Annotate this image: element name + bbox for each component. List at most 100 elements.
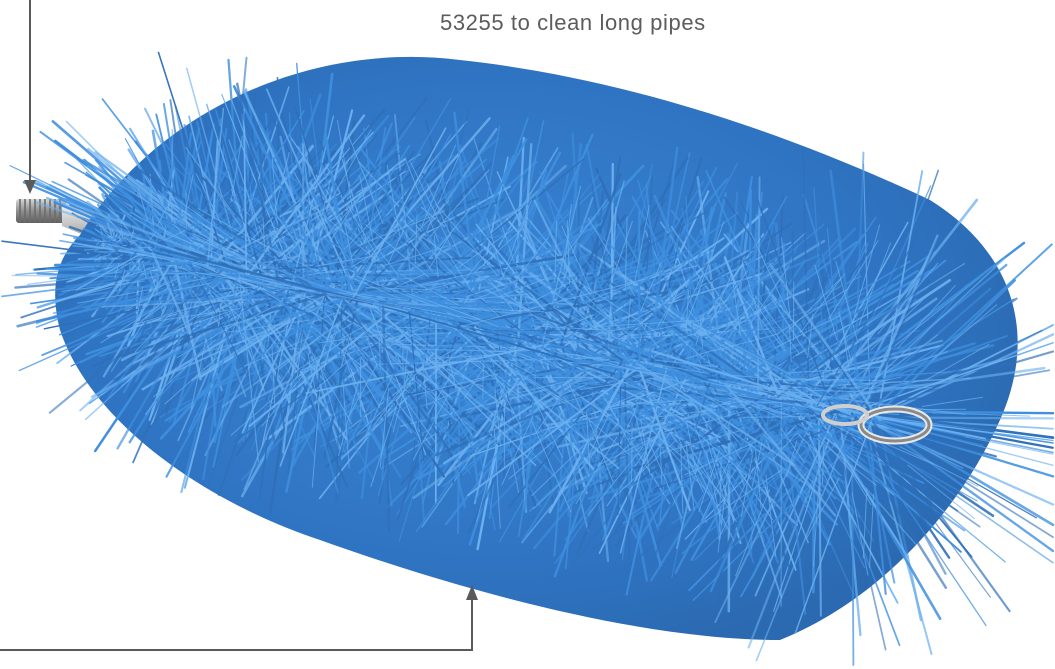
bristle <box>338 295 520 436</box>
bristle-highlight <box>563 203 572 275</box>
bristle-highlight <box>120 228 123 238</box>
bristle-highlight <box>437 205 499 277</box>
bristle-highlight <box>627 409 703 475</box>
bristle-highlight <box>107 243 189 263</box>
bristle-highlight <box>710 270 749 322</box>
bristle-highlight <box>98 238 100 241</box>
bristle-highlight <box>789 378 887 381</box>
bristle-highlight <box>326 129 372 207</box>
bristle-highlight <box>179 277 208 285</box>
bristle-highlight <box>684 441 757 476</box>
bristle-highlight <box>192 232 248 261</box>
bristle-highlight <box>488 278 514 311</box>
bristle-highlight <box>459 307 545 313</box>
bristle-highlight <box>348 338 410 394</box>
bristle-highlight <box>816 438 878 486</box>
bristle-highlight <box>382 367 437 443</box>
bristle-highlight <box>105 215 122 234</box>
bristle <box>868 416 1011 613</box>
bristle-highlight <box>721 444 753 492</box>
bristle <box>126 264 209 400</box>
bristle-highlight <box>631 402 644 446</box>
bristle-highlight <box>501 416 534 486</box>
bristle-highlight <box>587 217 636 297</box>
bristle-highlight <box>164 272 198 275</box>
bristle-highlight <box>474 228 523 273</box>
bristle-highlight <box>310 325 376 378</box>
bristle-highlight <box>685 441 695 511</box>
bristle-highlight <box>359 175 374 242</box>
bristle-highlight <box>324 217 347 261</box>
bristle-highlight <box>327 321 356 339</box>
bristle-highlight <box>95 224 188 255</box>
bristle-highlight <box>345 274 401 300</box>
bristle-highlight <box>751 440 763 487</box>
bristle-highlight <box>724 374 795 382</box>
bristle-highlight <box>183 259 211 267</box>
bristle-highlight <box>421 144 457 227</box>
bristle-highlight <box>701 392 732 414</box>
bristle <box>635 363 823 497</box>
bristle-highlight <box>323 330 338 365</box>
bristle-highlight <box>849 376 903 390</box>
bristle-highlight <box>481 358 511 396</box>
bristle-highlight <box>687 443 738 523</box>
bristle <box>741 294 882 390</box>
bristle-highlight <box>627 297 631 330</box>
bristle <box>671 309 879 421</box>
bristle <box>258 120 352 300</box>
bristle-highlight <box>134 309 175 354</box>
bristle-highlight <box>135 286 144 321</box>
bristle-highlight <box>205 282 237 308</box>
bristle <box>396 334 512 516</box>
bristle <box>301 296 460 325</box>
bristle-highlight <box>899 445 979 487</box>
bristle <box>155 278 267 402</box>
bristle-highlight <box>721 299 776 337</box>
bristle <box>275 161 449 322</box>
bristle-highlight <box>620 404 638 442</box>
bristle-highlight <box>172 223 198 247</box>
bristle-highlight <box>191 262 216 270</box>
bristle <box>622 402 811 525</box>
bristle <box>638 363 795 466</box>
bristle-highlight <box>333 160 402 221</box>
bristle-highlight <box>396 326 442 329</box>
bristle-highlight <box>696 221 725 297</box>
bristle-highlight <box>429 169 490 237</box>
bristle-highlight <box>255 277 282 286</box>
bristle-highlight <box>907 464 976 520</box>
bristle-highlight <box>346 291 407 301</box>
bristle-highlight <box>640 419 651 476</box>
bristle-highlight <box>487 350 531 353</box>
bristle-highlight <box>400 218 457 278</box>
bristle-highlight <box>575 436 618 505</box>
bristle-highlight <box>804 461 822 514</box>
bristle-highlight <box>754 294 800 354</box>
bristle-highlight <box>877 262 939 335</box>
bristle-highlight <box>822 445 825 485</box>
bristle-highlight <box>515 263 586 317</box>
bristle-highlight <box>736 383 812 399</box>
bristle-highlight <box>120 331 188 387</box>
bristle <box>611 163 653 360</box>
bristle-highlight <box>624 216 628 289</box>
bristle-highlight <box>261 363 313 427</box>
bristle <box>623 360 631 561</box>
bristle-highlight <box>709 407 739 442</box>
bristle-highlight <box>246 304 279 321</box>
bristle-highlight <box>114 262 120 279</box>
bristle-highlight <box>748 387 823 404</box>
bristle-highlight <box>208 272 299 291</box>
bristle-highlight <box>399 273 460 307</box>
bristle-highlight <box>566 379 585 416</box>
bristle <box>662 203 717 372</box>
bristle-highlight <box>486 217 505 278</box>
bristle <box>206 107 225 267</box>
bristle-highlight <box>288 290 335 309</box>
bristle-highlight <box>211 291 249 326</box>
bristle-highlight <box>562 297 598 331</box>
bristle-highlight <box>364 223 430 279</box>
bristle-highlight <box>506 200 532 265</box>
